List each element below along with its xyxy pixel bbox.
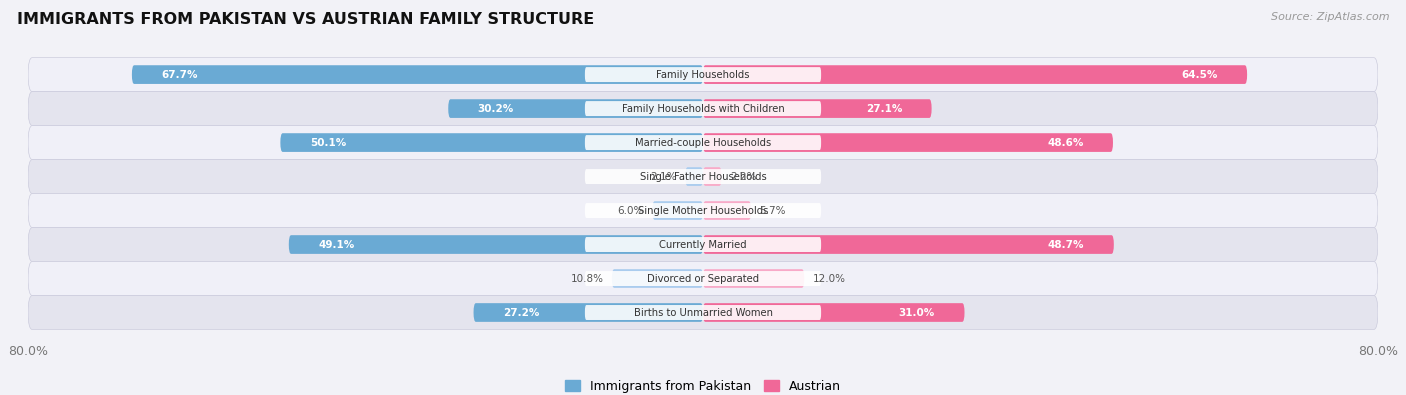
- Text: 64.5%: 64.5%: [1181, 70, 1218, 79]
- Text: 50.1%: 50.1%: [309, 137, 346, 148]
- Text: 48.7%: 48.7%: [1047, 239, 1084, 250]
- FancyBboxPatch shape: [612, 269, 703, 288]
- FancyBboxPatch shape: [28, 295, 1378, 329]
- FancyBboxPatch shape: [703, 303, 965, 322]
- Text: 27.2%: 27.2%: [503, 308, 540, 318]
- Text: 12.0%: 12.0%: [813, 273, 845, 284]
- Text: Source: ZipAtlas.com: Source: ZipAtlas.com: [1271, 12, 1389, 22]
- FancyBboxPatch shape: [703, 65, 1247, 84]
- FancyBboxPatch shape: [652, 201, 703, 220]
- Text: IMMIGRANTS FROM PAKISTAN VS AUSTRIAN FAMILY STRUCTURE: IMMIGRANTS FROM PAKISTAN VS AUSTRIAN FAM…: [17, 12, 595, 27]
- Text: Currently Married: Currently Married: [659, 239, 747, 250]
- FancyBboxPatch shape: [703, 269, 804, 288]
- FancyBboxPatch shape: [449, 99, 703, 118]
- FancyBboxPatch shape: [28, 126, 1378, 160]
- FancyBboxPatch shape: [28, 92, 1378, 126]
- Text: Divorced or Separated: Divorced or Separated: [647, 273, 759, 284]
- FancyBboxPatch shape: [28, 58, 1378, 92]
- Text: Family Households: Family Households: [657, 70, 749, 79]
- FancyBboxPatch shape: [703, 167, 721, 186]
- Text: Single Mother Households: Single Mother Households: [638, 205, 768, 216]
- FancyBboxPatch shape: [474, 303, 703, 322]
- FancyBboxPatch shape: [585, 67, 821, 82]
- FancyBboxPatch shape: [28, 194, 1378, 228]
- Legend: Immigrants from Pakistan, Austrian: Immigrants from Pakistan, Austrian: [560, 375, 846, 395]
- FancyBboxPatch shape: [703, 133, 1114, 152]
- FancyBboxPatch shape: [685, 167, 703, 186]
- Text: 27.1%: 27.1%: [866, 103, 903, 114]
- FancyBboxPatch shape: [585, 271, 821, 286]
- FancyBboxPatch shape: [585, 135, 821, 150]
- Text: 31.0%: 31.0%: [898, 308, 935, 318]
- FancyBboxPatch shape: [703, 99, 932, 118]
- Text: 2.2%: 2.2%: [730, 171, 756, 182]
- FancyBboxPatch shape: [28, 228, 1378, 261]
- Text: Single Father Households: Single Father Households: [640, 171, 766, 182]
- FancyBboxPatch shape: [280, 133, 703, 152]
- FancyBboxPatch shape: [288, 235, 703, 254]
- Text: 48.6%: 48.6%: [1047, 137, 1084, 148]
- Text: 2.1%: 2.1%: [651, 171, 676, 182]
- FancyBboxPatch shape: [703, 201, 751, 220]
- Text: 6.0%: 6.0%: [617, 205, 644, 216]
- FancyBboxPatch shape: [28, 261, 1378, 295]
- FancyBboxPatch shape: [585, 237, 821, 252]
- Text: Births to Unmarried Women: Births to Unmarried Women: [634, 308, 772, 318]
- FancyBboxPatch shape: [28, 160, 1378, 194]
- Text: Married-couple Households: Married-couple Households: [636, 137, 770, 148]
- FancyBboxPatch shape: [132, 65, 703, 84]
- FancyBboxPatch shape: [585, 203, 821, 218]
- Text: 67.7%: 67.7%: [162, 70, 198, 79]
- Text: 5.7%: 5.7%: [759, 205, 786, 216]
- Text: 49.1%: 49.1%: [318, 239, 354, 250]
- FancyBboxPatch shape: [585, 101, 821, 116]
- FancyBboxPatch shape: [585, 305, 821, 320]
- Text: Family Households with Children: Family Households with Children: [621, 103, 785, 114]
- FancyBboxPatch shape: [585, 169, 821, 184]
- Text: 30.2%: 30.2%: [478, 103, 515, 114]
- Text: 10.8%: 10.8%: [571, 273, 603, 284]
- FancyBboxPatch shape: [703, 235, 1114, 254]
